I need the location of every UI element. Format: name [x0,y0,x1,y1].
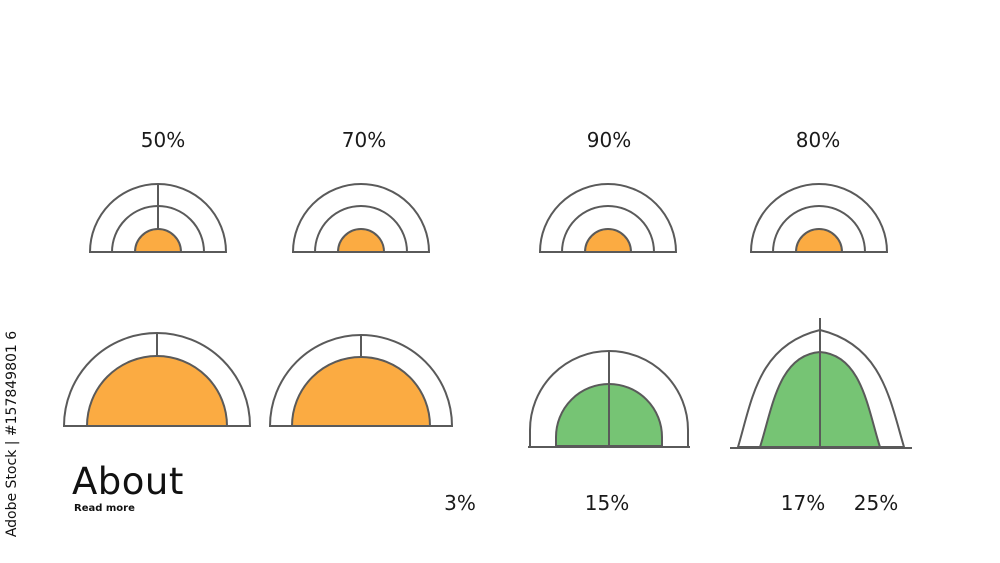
gauge-bottom-2 [268,334,454,427]
gauge-top-label-2: 70% [341,128,387,152]
stock-watermark-side: Adobe Stock | #157849801 6 [2,318,22,550]
stock-watermark-text: Adobe Stock | #157849801 6 [4,330,20,538]
gauge-bottom-3 [528,350,690,448]
gauge-bottom-4 [730,318,912,449]
gauge-top-label-1: 50% [140,128,186,152]
gauge-top-label-4: 80% [795,128,841,152]
gauge-top-3 [538,183,678,253]
gauge-top-1 [88,183,228,253]
read-more-link[interactable]: Read more [74,503,135,514]
gauge-bottom-label-1: 3% [444,491,476,515]
gauge-top-2 [291,183,431,253]
about-title: About [72,460,184,503]
gauge-bottom-label-3: 17% [780,491,826,515]
gauge-top-label-3: 90% [586,128,632,152]
gauge-bottom-label-4: 25% [853,491,899,515]
gauge-bottom-1 [62,332,252,427]
gauge-top-4 [749,183,889,253]
gauge-bottom-label-2: 15% [584,491,630,515]
